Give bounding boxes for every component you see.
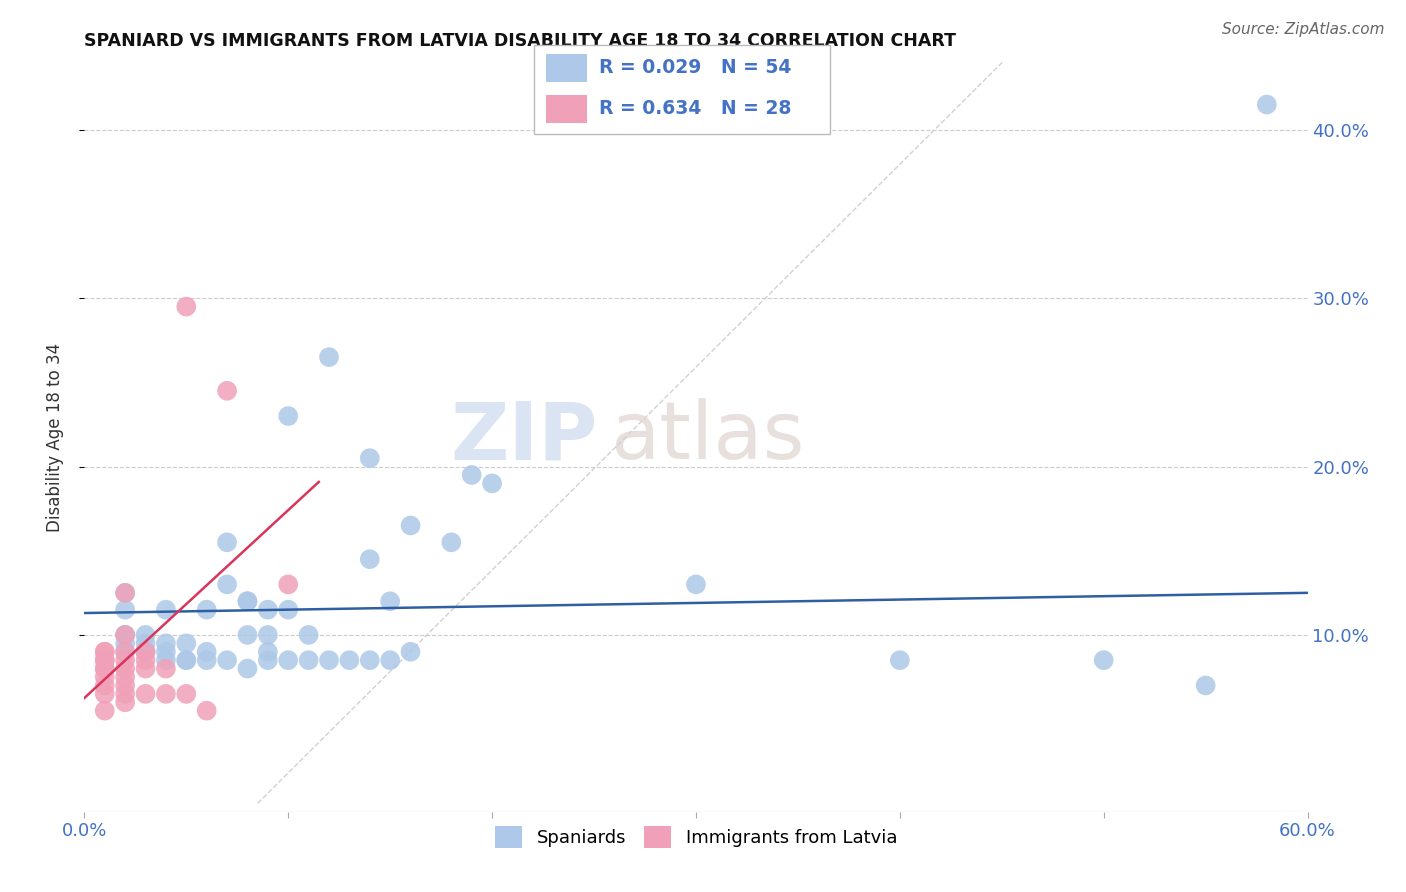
Point: [155, 662, 177, 676]
Point: [93, 662, 115, 676]
Point: [257, 653, 280, 667]
Point: [155, 687, 177, 701]
Point: [380, 594, 402, 608]
Point: [399, 645, 422, 659]
Point: [217, 535, 239, 549]
Y-axis label: Disability Age 18 to 34: Disability Age 18 to 34: [45, 343, 63, 532]
Text: R = 0.634   N = 28: R = 0.634 N = 28: [599, 99, 792, 119]
Point: [257, 602, 280, 616]
Point: [114, 586, 136, 600]
Point: [135, 645, 157, 659]
Point: [318, 350, 340, 364]
Point: [114, 645, 136, 659]
Point: [236, 662, 259, 676]
Point: [93, 662, 115, 676]
Text: Source: ZipAtlas.com: Source: ZipAtlas.com: [1222, 22, 1385, 37]
Point: [114, 628, 136, 642]
Point: [217, 384, 239, 398]
Point: [195, 704, 218, 718]
Point: [236, 594, 259, 608]
Point: [359, 451, 381, 466]
Point: [174, 636, 197, 650]
Point: [114, 695, 136, 709]
Bar: [546, 95, 588, 123]
Point: [114, 645, 136, 659]
Text: ZIP: ZIP: [451, 398, 598, 476]
Point: [195, 602, 218, 616]
Point: [135, 645, 157, 659]
Point: [195, 645, 218, 659]
Point: [195, 653, 218, 667]
Text: SPANIARD VS IMMIGRANTS FROM LATVIA DISABILITY AGE 18 TO 34 CORRELATION CHART: SPANIARD VS IMMIGRANTS FROM LATVIA DISAB…: [84, 32, 956, 50]
Point: [114, 636, 136, 650]
Point: [114, 687, 136, 701]
Point: [217, 653, 239, 667]
Point: [93, 687, 115, 701]
Text: R = 0.029   N = 54: R = 0.029 N = 54: [599, 58, 792, 78]
FancyBboxPatch shape: [534, 45, 830, 134]
Point: [135, 628, 157, 642]
Point: [155, 645, 177, 659]
Point: [93, 653, 115, 667]
Point: [277, 409, 299, 423]
Point: [114, 670, 136, 684]
Point: [114, 678, 136, 692]
Point: [298, 628, 321, 642]
Point: [236, 628, 259, 642]
Bar: [546, 54, 588, 82]
Point: [174, 300, 197, 314]
Point: [93, 704, 115, 718]
Legend: Spaniards, Immigrants from Latvia: Spaniards, Immigrants from Latvia: [488, 819, 904, 855]
Point: [155, 636, 177, 650]
Point: [461, 467, 484, 482]
Point: [135, 653, 157, 667]
Point: [1092, 653, 1115, 667]
Point: [174, 653, 197, 667]
Point: [135, 645, 157, 659]
Point: [93, 653, 115, 667]
Point: [174, 687, 197, 701]
Point: [277, 653, 299, 667]
Point: [1256, 97, 1278, 112]
Point: [277, 577, 299, 591]
Point: [114, 586, 136, 600]
Point: [339, 653, 361, 667]
Point: [155, 602, 177, 616]
Point: [257, 628, 280, 642]
Point: [359, 653, 381, 667]
Point: [481, 476, 503, 491]
Point: [155, 653, 177, 667]
Point: [889, 653, 911, 667]
Point: [318, 653, 340, 667]
Point: [277, 602, 299, 616]
Point: [93, 670, 115, 684]
Point: [135, 636, 157, 650]
Text: atlas: atlas: [610, 398, 804, 476]
Point: [359, 552, 381, 566]
Point: [114, 602, 136, 616]
Point: [93, 645, 115, 659]
Point: [298, 653, 321, 667]
Point: [135, 687, 157, 701]
Point: [380, 653, 402, 667]
Point: [399, 518, 422, 533]
Point: [257, 645, 280, 659]
Point: [217, 577, 239, 591]
Point: [440, 535, 463, 549]
Point: [1195, 678, 1218, 692]
Point: [93, 645, 115, 659]
Point: [114, 662, 136, 676]
Point: [114, 628, 136, 642]
Point: [174, 653, 197, 667]
Point: [236, 594, 259, 608]
Point: [114, 653, 136, 667]
Point: [685, 577, 707, 591]
Point: [93, 678, 115, 692]
Point: [114, 628, 136, 642]
Point: [135, 662, 157, 676]
